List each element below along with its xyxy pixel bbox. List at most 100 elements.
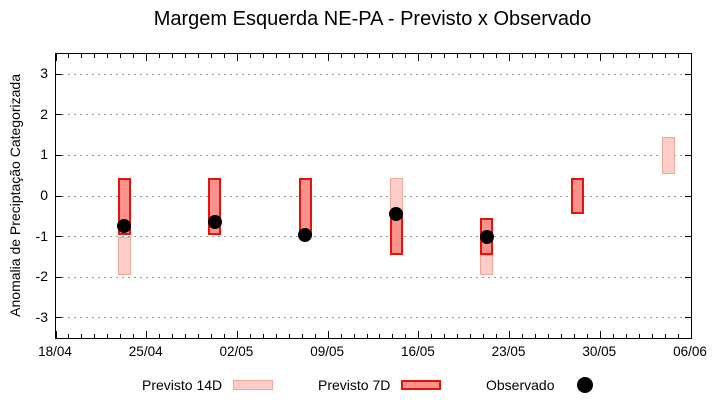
xtick-minor-top-9: [172, 54, 174, 58]
xtick-label-02/05: 02/05: [219, 344, 254, 359]
xtick-minor-top-47: [664, 54, 666, 58]
xtick-major-35: [509, 331, 511, 338]
point-observado: [298, 227, 313, 242]
legend-item-observado: Observado: [486, 376, 594, 394]
ytick-left--2: [56, 276, 62, 278]
xtick-minor-13: [223, 334, 225, 338]
ytick-left-2: [56, 114, 62, 116]
xtick-minor-27: [405, 334, 407, 338]
xtick-minor-top-11: [198, 54, 200, 58]
gridline-y-0: [56, 195, 691, 197]
xtick-minor-top-24: [366, 54, 368, 58]
legend-label-previsto-7d: Previsto 7D: [318, 377, 391, 393]
xtick-minor-top-2: [81, 54, 83, 58]
xtick-minor-top-36: [522, 54, 524, 58]
xtick-minor-top-1: [68, 54, 70, 58]
xtick-minor-39: [560, 334, 562, 338]
xtick-minor-29: [431, 334, 433, 338]
xtick-minor-11: [198, 334, 200, 338]
xtick-minor-top-20: [314, 54, 316, 58]
xtick-minor-33: [483, 334, 485, 338]
xtick-label-23/05: 23/05: [491, 344, 526, 359]
point-observado: [207, 215, 222, 230]
legend-swatch-previsto-7d: [401, 380, 442, 390]
xtick-minor-top-10: [185, 54, 187, 58]
ytick-label-3: 3: [40, 65, 48, 82]
xtick-major-top-35: [509, 54, 511, 61]
xtick-label-16/05: 16/05: [400, 344, 435, 359]
xtick-minor-12: [211, 334, 212, 338]
gridline-y--2: [56, 276, 691, 278]
xtick-minor-32: [470, 334, 472, 338]
xtick-minor-top-17: [275, 54, 277, 58]
ytick-left-0: [56, 195, 62, 197]
xtick-minor-45: [638, 334, 640, 338]
ytick-label--3: -3: [35, 308, 48, 325]
xtick-major-top-28: [418, 54, 420, 61]
xtick-minor-top-23: [353, 54, 355, 58]
xtick-major-21: [327, 331, 329, 338]
xtick-major-top-21: [327, 54, 329, 61]
ytick-right--1: [685, 236, 691, 238]
point-observado: [479, 229, 494, 244]
xtick-minor-top-16: [262, 54, 264, 58]
ytick-left-3: [56, 73, 62, 75]
xtick-minor-2: [81, 334, 83, 338]
xtick-minor-20: [314, 334, 316, 338]
xtick-minor-40: [573, 334, 575, 338]
xtick-label-09/05: 09/05: [310, 344, 345, 359]
xtick-minor-top-48: [677, 54, 679, 58]
gridline-y--1: [56, 236, 691, 238]
xtick-minor-top-8: [159, 54, 161, 58]
xtick-minor-top-15: [249, 54, 251, 58]
xtick-minor-23: [353, 334, 355, 338]
xtick-minor-24: [366, 334, 368, 338]
xtick-major-top-14: [236, 54, 238, 61]
xtick-minor-48: [677, 334, 679, 338]
xtick-minor-37: [534, 334, 536, 338]
xtick-minor-3: [94, 334, 96, 338]
xtick-major-49: [690, 331, 692, 338]
ytick-right-0: [685, 195, 691, 197]
xtick-minor-top-18: [288, 54, 290, 58]
point-observado: [117, 219, 132, 234]
xtick-major-7: [146, 331, 148, 338]
bar-previsto-14d: [661, 137, 675, 174]
xtick-minor-top-6: [133, 54, 135, 58]
xtick-minor-5: [120, 334, 122, 338]
ytick-right--2: [685, 276, 691, 278]
xtick-minor-top-46: [651, 54, 653, 58]
ytick-label-0: 0: [40, 187, 48, 203]
legend-observado-dot-icon: [577, 377, 594, 393]
xtick-minor-6: [133, 334, 135, 338]
ytick-label--2: -2: [35, 268, 48, 285]
xtick-minor-top-4: [107, 54, 109, 58]
xtick-major-top-42: [599, 54, 601, 61]
xtick-minor-10: [185, 334, 187, 338]
bar-previsto-7d: [389, 216, 403, 255]
xtick-minor-top-3: [94, 54, 96, 58]
xtick-minor-top-31: [457, 54, 459, 58]
ytick-label-1: 1: [40, 146, 48, 163]
legend-label-observado: Observado: [486, 377, 555, 393]
xtick-minor-25: [379, 334, 381, 338]
xtick-minor-top-26: [392, 54, 394, 58]
xtick-minor-43: [612, 334, 614, 338]
xtick-label-18/04: 18/04: [38, 344, 72, 359]
xtick-minor-top-40: [573, 54, 575, 58]
xtick-label-06/06: 06/06: [673, 344, 707, 359]
ytick-right-1: [685, 154, 691, 156]
legend-label-previsto-14d: Previsto 14D: [142, 377, 223, 393]
xtick-minor-top-25: [379, 54, 381, 58]
xtick-minor-17: [275, 334, 277, 338]
xtick-minor-8: [159, 334, 161, 338]
xtick-minor-47: [664, 334, 666, 338]
bar-previsto-7d: [571, 177, 585, 215]
xtick-minor-41: [586, 334, 588, 338]
xtick-minor-9: [172, 334, 174, 338]
xtick-minor-top-32: [470, 54, 472, 58]
xtick-label-25/04: 25/04: [128, 344, 163, 359]
gridline-y-3: [56, 73, 691, 75]
ytick-left--1: [56, 236, 62, 238]
